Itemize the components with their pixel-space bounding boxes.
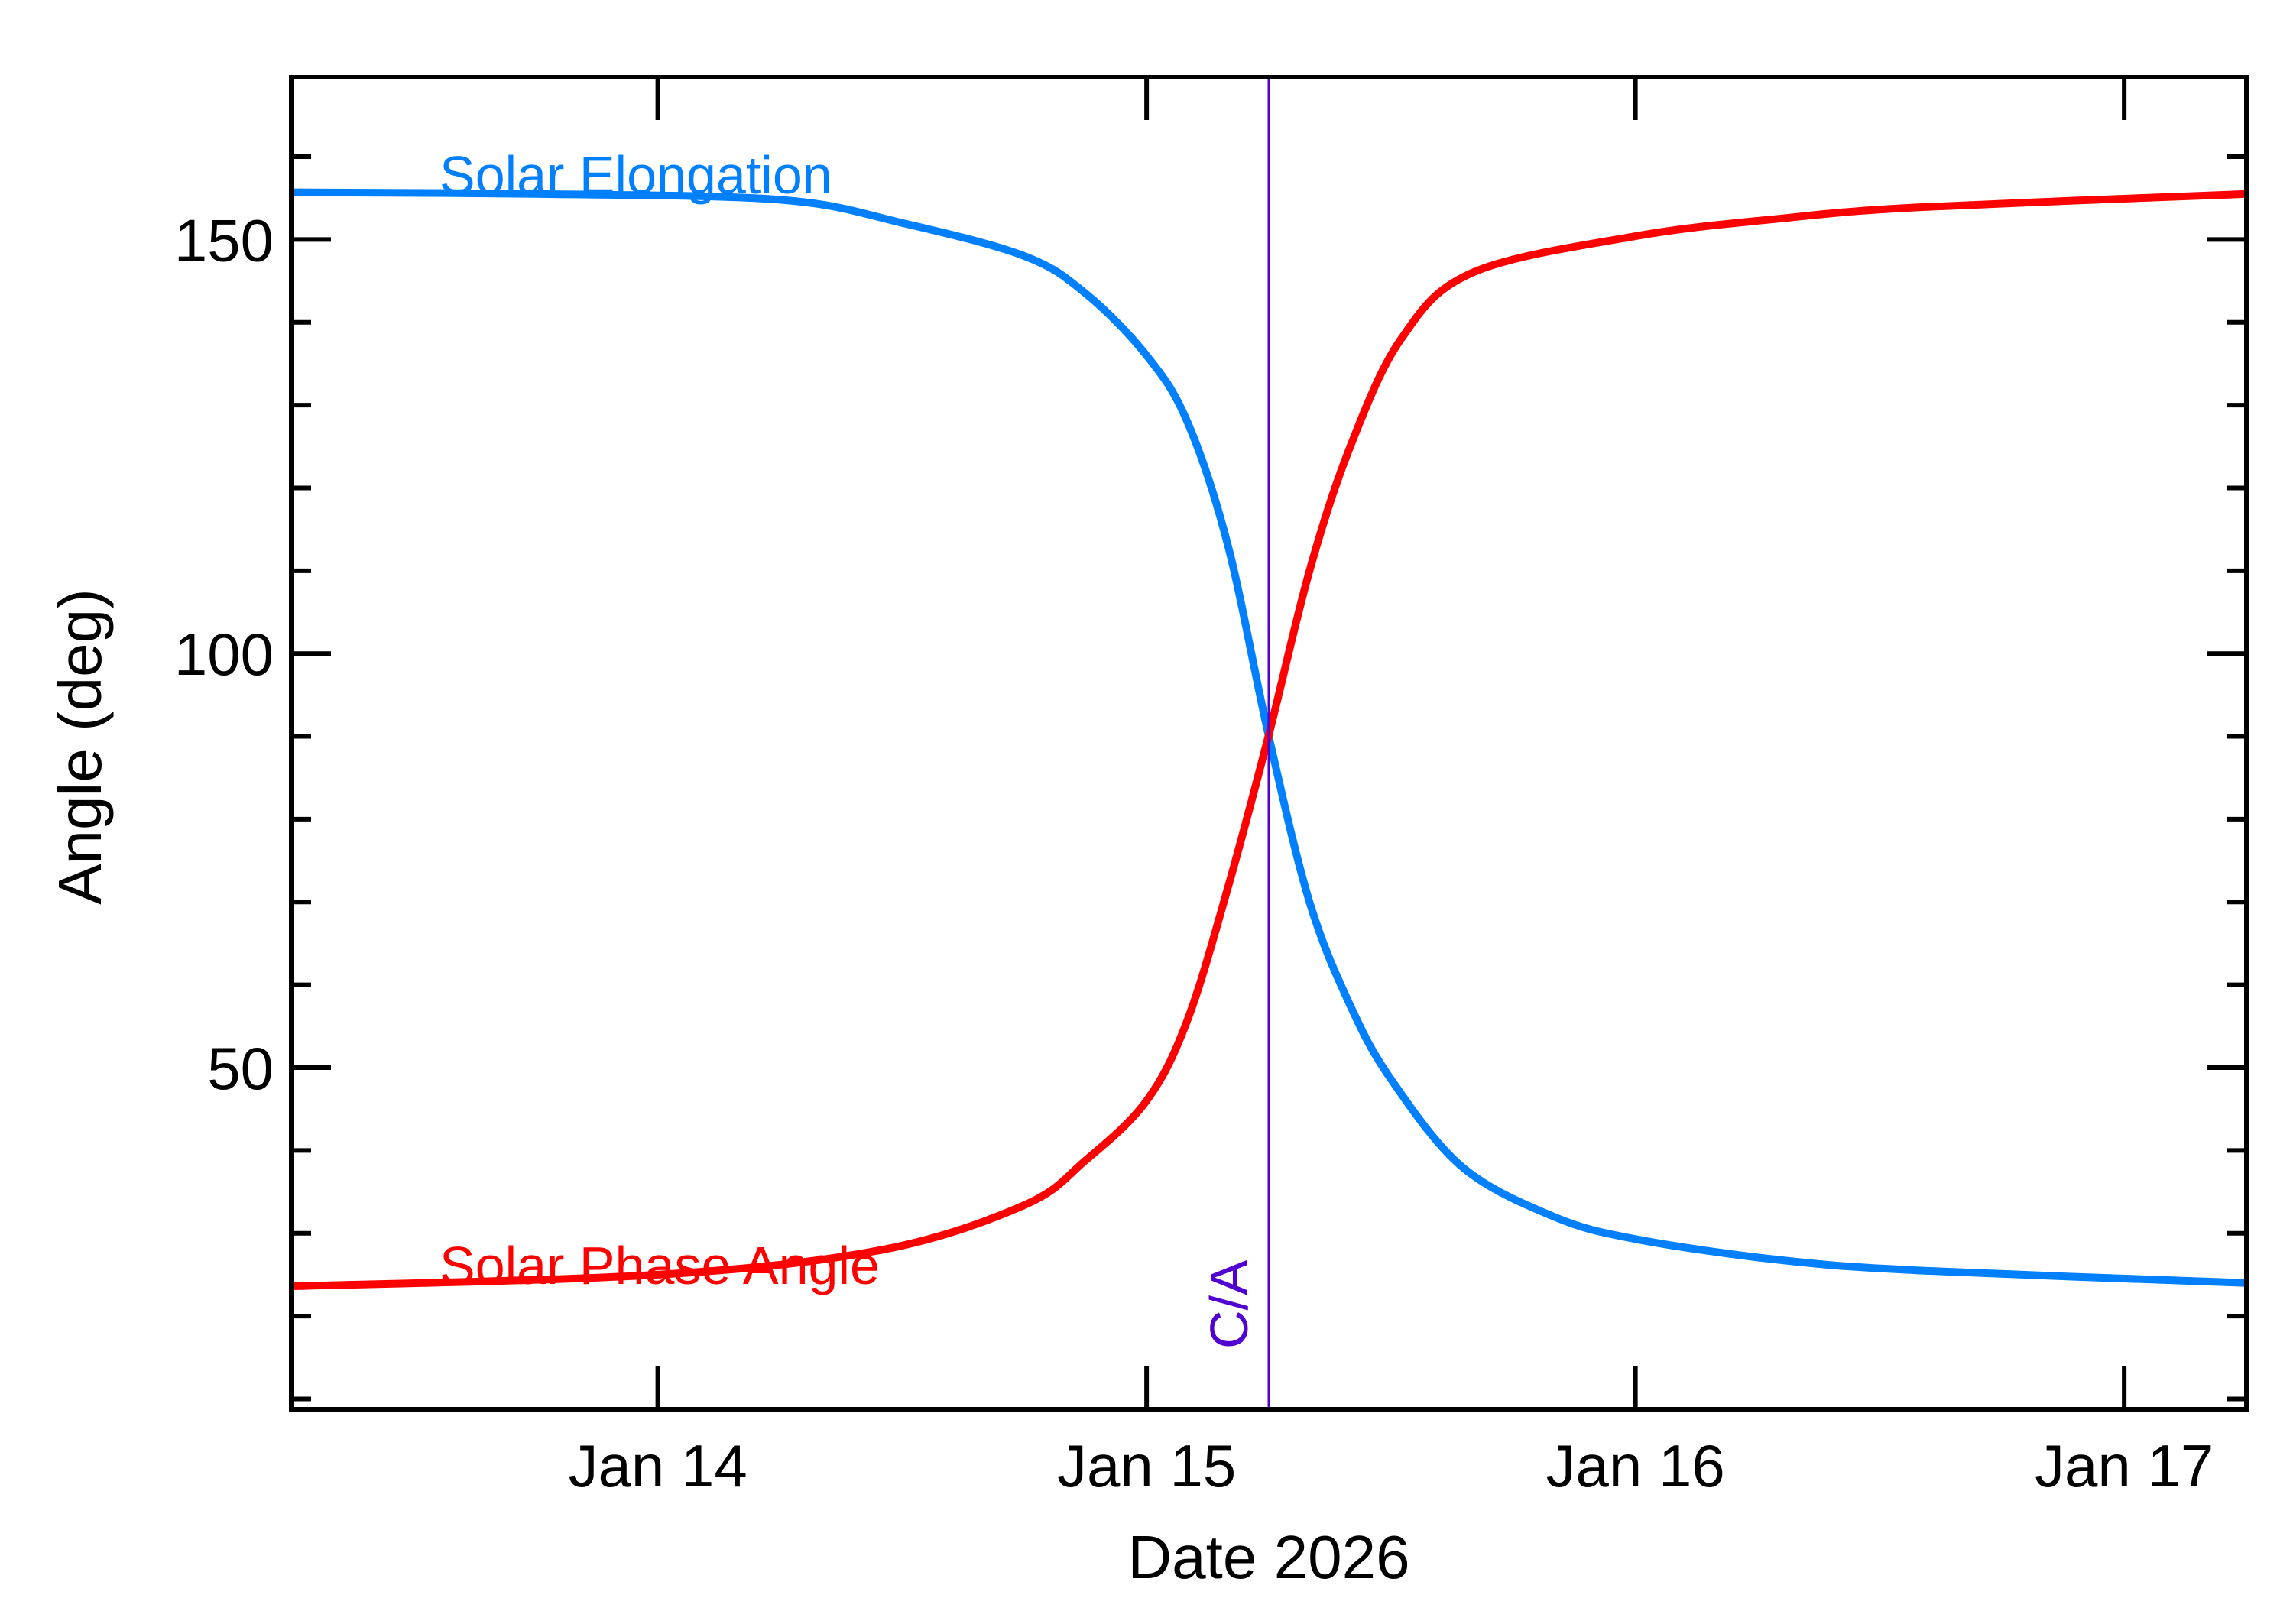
y-axis-title: Angle (deg) (46, 588, 114, 905)
x-axis-title: Date 2026 (1127, 1523, 1409, 1591)
series-label-solar-phase-angle: Solar Phase Angle (439, 1236, 880, 1295)
x-tick-label: Jan 17 (2035, 1432, 2214, 1499)
x-tick-label: Jan 15 (1057, 1432, 1236, 1499)
y-tick-label: 150 (174, 206, 274, 274)
y-tick-label: 50 (207, 1035, 274, 1102)
y-tick-label: 100 (174, 621, 274, 688)
axis-ticks (291, 77, 2246, 1409)
plot-frame (289, 75, 2249, 1412)
series-label-solar-elongation: Solar Elongation (439, 145, 832, 205)
tick-labels: Jan 14 Jan 15 Jan 16 Jan 17 50 100 150 (174, 206, 2214, 1499)
x-tick-label: Jan 16 (1546, 1432, 1725, 1499)
x-tick-label: Jan 14 (569, 1432, 748, 1499)
closest-approach-label: C/A (1199, 1259, 1259, 1349)
